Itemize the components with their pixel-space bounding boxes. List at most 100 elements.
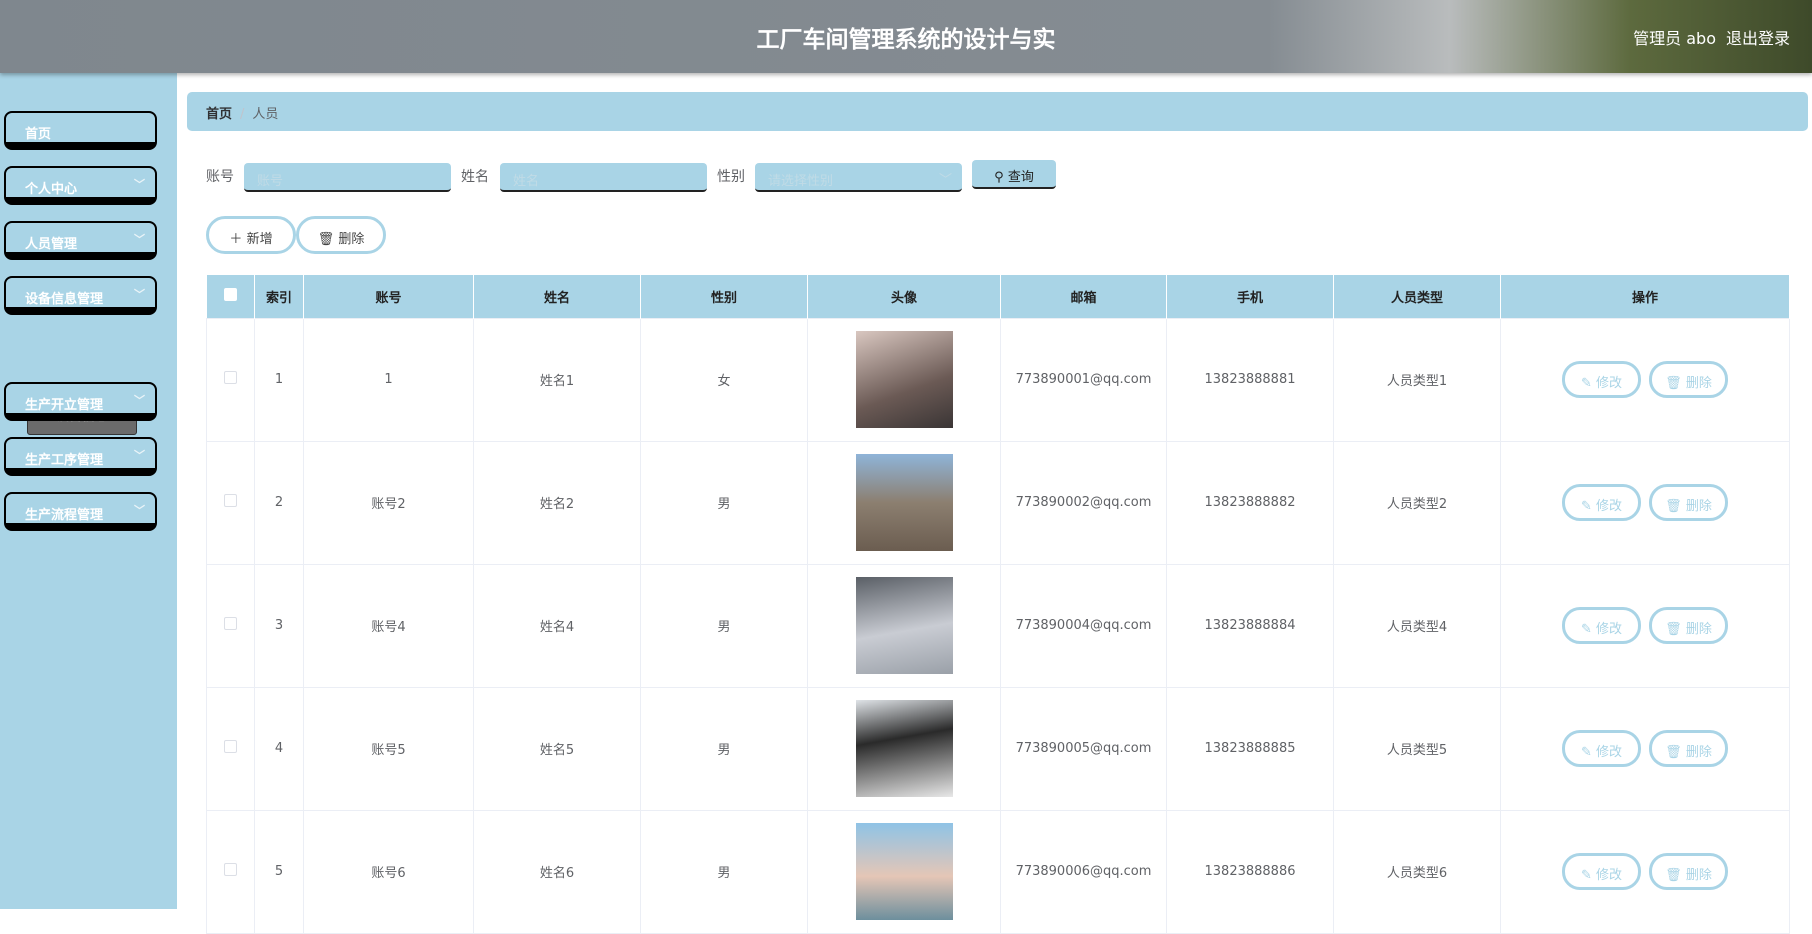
logout-link[interactable]: 退出登录	[1725, 29, 1790, 48]
row-checkbox[interactable]	[206, 317, 255, 442]
cell-phone: 13823888882	[1166, 440, 1334, 565]
cell-phone: 13823888886	[1166, 809, 1334, 934]
delete-label: 删除	[1685, 499, 1712, 514]
cell-name: 姓名6	[473, 809, 641, 934]
chevron-down-icon: ﹀	[134, 288, 145, 301]
sidebar-item-label: 个人中心	[25, 182, 78, 197]
row-checkbox[interactable]	[206, 440, 255, 565]
sidebar-item-equipment[interactable]: 设备信息管理 ﹀	[4, 276, 157, 315]
query-button[interactable]: ⚲ 查询	[972, 160, 1056, 189]
row-checkbox[interactable]	[206, 563, 255, 688]
cell-index: 4	[254, 686, 304, 811]
edit-label: 修改	[1596, 499, 1623, 514]
row-checkbox[interactable]	[206, 809, 255, 934]
delete-label: 删除	[338, 232, 365, 247]
column-header: 头像	[807, 275, 1001, 318]
select-all-checkbox[interactable]	[206, 275, 255, 318]
account-input[interactable]: 账号	[244, 163, 451, 192]
cell-account: 账号2	[303, 440, 474, 565]
edit-button[interactable]: ✎ 修改	[1562, 853, 1641, 890]
column-header: 姓名	[473, 275, 641, 318]
cell-email: 773890005@qq.com	[1000, 686, 1167, 811]
sidebar-item-production-flow[interactable]: 生产流程管理 ﹀	[4, 492, 157, 531]
sidebar-item-label: 生产工序管理	[25, 453, 104, 468]
sidebar-item-home[interactable]: 首页	[4, 111, 157, 150]
delete-button[interactable]: 🗑 删除	[1649, 607, 1728, 644]
app-title: 工厂车间管理系统的设计与实	[756, 27, 1056, 53]
sidebar-item-staff[interactable]: 人员管理 ﹀	[4, 221, 157, 260]
delete-button[interactable]: 🗑 删除	[1649, 361, 1728, 398]
row-checkbox[interactable]	[206, 686, 255, 811]
table-header: 索引 账号 姓名 性别 头像 邮箱 手机 人员类型 操作	[206, 275, 1790, 318]
header: 工厂车间管理系统的设计与实 管理员 abo 退出登录	[0, 0, 1812, 73]
edit-label: 修改	[1596, 622, 1623, 637]
delete-label: 删除	[1685, 868, 1712, 883]
cell-type: 人员类型6	[1333, 809, 1501, 934]
edit-button[interactable]: ✎ 修改	[1562, 484, 1641, 521]
cell-email: 773890001@qq.com	[1000, 317, 1167, 442]
table-row: 4 账号5 姓名5 男 773890005@qq.com 13823888885…	[206, 686, 1790, 811]
delete-label: 删除	[1685, 622, 1712, 637]
chevron-down-icon: ﹀	[938, 173, 952, 188]
cell-gender: 女	[640, 317, 808, 442]
edit-label: 修改	[1596, 745, 1623, 760]
breadcrumb-home[interactable]: 首页	[206, 107, 233, 122]
delete-label: 删除	[1685, 745, 1712, 760]
cell-type: 人员类型1	[1333, 317, 1501, 442]
cell-avatar	[807, 686, 1001, 811]
cell-account: 账号5	[303, 686, 474, 811]
edit-icon: ✎	[1580, 499, 1592, 514]
delete-button[interactable]: 🗑 删除	[1649, 484, 1728, 521]
sidebar-item-production-order[interactable]: 生产开立管理 ﹀	[4, 382, 157, 421]
cell-name: 姓名1	[473, 317, 641, 442]
cell-account: 账号6	[303, 809, 474, 934]
cell-email: 773890002@qq.com	[1000, 440, 1167, 565]
edit-icon: ✎	[1580, 622, 1592, 637]
edit-button[interactable]: ✎ 修改	[1562, 607, 1641, 644]
delete-button[interactable]: 🗑 删除	[1649, 853, 1728, 890]
cell-index: 3	[254, 563, 304, 688]
table-row: 3 账号4 姓名4 男 773890004@qq.com 13823888884…	[206, 563, 1790, 688]
edit-button[interactable]: ✎ 修改	[1562, 361, 1641, 398]
cell-actions: ✎ 修改 🗑 删除	[1500, 686, 1790, 811]
cell-type: 人员类型4	[1333, 563, 1501, 688]
trash-icon: 🗑	[1665, 745, 1682, 760]
cell-email: 773890004@qq.com	[1000, 563, 1167, 688]
name-input[interactable]: 姓名	[500, 163, 707, 192]
trash-icon: 🗑	[1665, 376, 1682, 391]
cell-gender: 男	[640, 440, 808, 565]
sidebar-item-personal[interactable]: 个人中心 ﹀	[4, 166, 157, 205]
cell-avatar	[807, 440, 1001, 565]
avatar	[855, 700, 953, 797]
breadcrumb-separator: /	[240, 107, 245, 122]
cell-avatar	[807, 563, 1001, 688]
cell-index: 1	[254, 317, 304, 442]
avatar	[855, 331, 953, 428]
cell-gender: 男	[640, 809, 808, 934]
add-button[interactable]: ＋ 新增	[206, 216, 296, 254]
gender-label: 性别	[717, 169, 745, 185]
chevron-down-icon: ﹀	[134, 233, 145, 246]
gender-select[interactable]: 请选择性别 ﹀	[755, 163, 962, 192]
table-row: 5 账号6 姓名6 男 773890006@qq.com 13823888886…	[206, 809, 1790, 934]
edit-label: 修改	[1596, 376, 1623, 391]
sidebar: 首页 个人中心﹀ 人员管理﹀ 设备信息管理﹀ 设备信息 生产开立管理﹀ 生产工序…	[0, 73, 177, 909]
delete-button[interactable]: 🗑 删除	[1649, 730, 1728, 767]
plus-icon: ＋	[229, 232, 243, 247]
add-label: 新增	[246, 232, 273, 247]
chevron-down-icon: ﹀	[134, 504, 145, 517]
cell-email: 773890006@qq.com	[1000, 809, 1167, 934]
account-label: 账号	[206, 169, 234, 185]
batch-delete-button[interactable]: 🗑 删除	[296, 216, 386, 254]
name-label: 姓名	[461, 169, 489, 185]
breadcrumb-current: 人员	[252, 107, 279, 122]
cell-index: 5	[254, 809, 304, 934]
cell-actions: ✎ 修改 🗑 删除	[1500, 809, 1790, 934]
chevron-down-icon: ﹀	[134, 449, 145, 462]
cell-phone: 13823888885	[1166, 686, 1334, 811]
sidebar-item-label: 首页	[25, 127, 52, 142]
edit-button[interactable]: ✎ 修改	[1562, 730, 1641, 767]
sidebar-item-production-process[interactable]: 生产工序管理 ﹀	[4, 437, 157, 476]
cell-avatar	[807, 809, 1001, 934]
gender-placeholder: 请选择性别	[768, 174, 834, 189]
